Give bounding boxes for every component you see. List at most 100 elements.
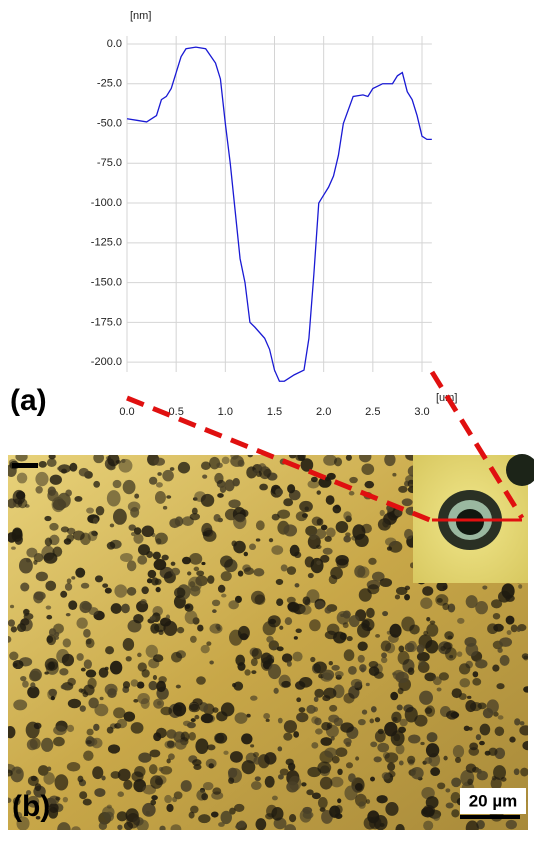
pit — [126, 586, 137, 596]
pit — [146, 578, 153, 584]
pit — [286, 596, 296, 604]
pit — [109, 523, 115, 528]
pit — [472, 678, 482, 686]
pit — [172, 796, 178, 803]
pit — [349, 615, 360, 628]
pit — [370, 706, 377, 713]
pit — [116, 718, 128, 729]
pit — [83, 659, 92, 670]
pit — [250, 658, 258, 667]
pit — [200, 644, 210, 654]
pit — [55, 796, 61, 801]
pit — [117, 824, 123, 830]
pit — [12, 797, 21, 806]
pit — [106, 490, 121, 507]
pit — [436, 598, 443, 603]
pit — [141, 586, 149, 595]
pit — [76, 617, 88, 629]
pit — [134, 493, 140, 499]
pit — [395, 671, 409, 684]
pit — [377, 742, 390, 753]
pit — [444, 631, 454, 640]
pit — [264, 752, 277, 765]
pit — [287, 762, 296, 771]
pit — [112, 508, 127, 525]
pit — [497, 715, 504, 720]
pit — [302, 596, 311, 605]
pit — [281, 680, 291, 688]
pit — [154, 491, 166, 504]
pit — [184, 610, 198, 625]
pit — [241, 760, 256, 775]
pit — [497, 647, 503, 653]
pit — [521, 653, 528, 660]
pit — [16, 816, 30, 830]
pit — [268, 538, 274, 543]
pit — [216, 711, 228, 722]
pit — [230, 455, 239, 460]
pit — [71, 826, 81, 830]
pit — [140, 598, 147, 605]
pit — [105, 646, 115, 655]
pit — [221, 456, 230, 465]
pit — [392, 472, 397, 477]
pit — [492, 612, 501, 620]
pit — [424, 757, 433, 764]
pit — [8, 619, 16, 627]
pit — [407, 479, 415, 488]
pit — [8, 725, 16, 739]
pit — [35, 816, 41, 820]
pit — [377, 728, 384, 735]
pit — [368, 557, 377, 565]
pit — [277, 774, 284, 780]
pit — [49, 474, 62, 485]
pit — [121, 603, 130, 614]
pit — [92, 517, 99, 524]
pit — [191, 507, 198, 515]
pit — [429, 620, 436, 625]
pit — [227, 767, 238, 779]
pit — [212, 707, 219, 713]
pit — [138, 752, 152, 763]
pit — [376, 795, 388, 804]
pit — [399, 718, 408, 727]
pit — [307, 480, 320, 489]
pit — [198, 814, 211, 824]
pit — [46, 614, 53, 620]
y-tick-label: -75.0 — [97, 157, 122, 169]
pit — [237, 662, 246, 671]
pit — [189, 513, 201, 521]
pit — [494, 726, 505, 737]
pit — [401, 498, 413, 507]
pit — [289, 455, 297, 459]
pit — [233, 681, 244, 691]
y-axis-label: [nm] — [130, 10, 151, 22]
pit — [465, 642, 479, 657]
pit — [286, 781, 299, 793]
pit — [80, 667, 86, 672]
y-tick-label: -25.0 — [97, 78, 122, 90]
pit — [76, 653, 84, 661]
pit — [384, 537, 397, 546]
pit — [479, 740, 485, 746]
pit — [367, 584, 380, 595]
scale-bar — [460, 815, 520, 819]
pit — [56, 466, 62, 471]
pit — [271, 646, 277, 650]
pit — [331, 664, 340, 671]
pit — [170, 824, 182, 830]
pit — [250, 695, 258, 701]
pit — [234, 712, 248, 724]
pit — [311, 742, 319, 749]
pit — [61, 468, 67, 474]
pit — [334, 670, 344, 678]
pit — [153, 457, 165, 466]
pit — [169, 467, 175, 472]
pit — [408, 734, 421, 744]
pit — [522, 740, 528, 751]
pit — [472, 671, 479, 678]
pit — [43, 772, 55, 785]
pit — [169, 518, 181, 529]
pit — [246, 713, 251, 718]
pit — [137, 662, 147, 672]
